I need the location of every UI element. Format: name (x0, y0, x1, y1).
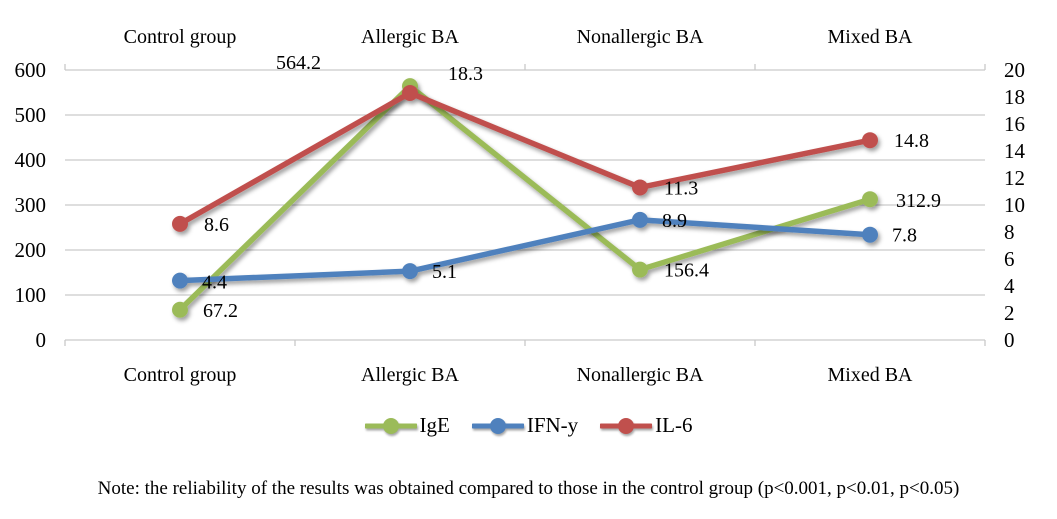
point-IL-6 (632, 179, 648, 196)
line-chart: 600500400300200100020181614121086420Cont… (15, 26, 1026, 386)
bottom-category-label: Mixed BA (828, 364, 914, 386)
legend-item-il6: IL-6 (600, 413, 693, 438)
left-axis-tick-label: 100 (15, 283, 47, 307)
top-category-label: Control group (124, 26, 237, 48)
series-IgE (172, 78, 878, 318)
line-IL-6 (177, 90, 873, 227)
right-axis-tick-label: 10 (1004, 193, 1025, 217)
top-category-label: Mixed BA (828, 26, 914, 48)
right-axis-tick-label: 4 (1004, 274, 1015, 298)
right-axis-tick-label: 6 (1004, 247, 1015, 271)
right-axis-tick-label: 12 (1004, 166, 1025, 190)
series-IL-6 (172, 84, 878, 232)
data-label-IgE: 156.4 (664, 260, 709, 282)
legend-label-ifn: IFN-y (526, 413, 579, 437)
legend-item-ifn: IFN-y (471, 413, 579, 438)
data-label-IL-6: 11.3 (664, 177, 698, 199)
left-axis-tick-label: 400 (15, 148, 47, 172)
data-label-IgE: 312.9 (896, 190, 941, 212)
chart-legend: IgE IFN-y IL-6 (0, 413, 1057, 438)
right-axis-tick-label: 16 (1004, 112, 1025, 136)
top-category-label: Nonallergic BA (577, 26, 704, 48)
right-axis-tick-label: 14 (1004, 139, 1026, 163)
bottom-category-label: Control group (124, 364, 237, 386)
point-IL-6 (862, 132, 878, 149)
left-axis-tick-label: 500 (15, 103, 47, 127)
point-IgE (172, 301, 188, 318)
left-axis-tick-label: 600 (15, 58, 47, 82)
data-label-IFN-y: 7.8 (892, 225, 917, 247)
right-axis-tick-label: 0 (1004, 328, 1015, 352)
right-axis-tick-label: 8 (1004, 220, 1015, 244)
bottom-category-label: Allergic BA (361, 364, 460, 386)
data-label-IL-6: 18.3 (448, 63, 483, 85)
note-text: Note: the reliability of the results was… (97, 478, 960, 499)
data-label-IFN-y: 8.9 (662, 210, 687, 232)
point-IFN-y (402, 263, 418, 280)
data-label-IL-6: 14.8 (894, 130, 929, 152)
point-IFN-y (632, 211, 648, 228)
point-IFN-y (862, 226, 878, 243)
left-axis-tick-label: 0 (36, 328, 47, 352)
point-IgE (632, 261, 648, 278)
legend-marker-ige-icon (364, 417, 417, 434)
series-IFN-y (172, 211, 878, 289)
data-label-IFN-y: 4.4 (202, 272, 227, 294)
data-label-IgE: 564.2 (276, 52, 321, 74)
left-axis-tick-label: 300 (15, 193, 47, 217)
legend-label-ige: IgE (419, 413, 450, 437)
top-category-label: Allergic BA (361, 26, 460, 48)
data-label-IL-6: 8.6 (204, 214, 229, 236)
point-IgE (862, 191, 878, 208)
point-IFN-y (172, 272, 188, 289)
left-axis-tick-label: 200 (15, 238, 47, 262)
legend-marker-ifn-icon (471, 417, 524, 434)
right-axis-tick-label: 20 (1004, 58, 1025, 82)
line-IFN-y (177, 217, 873, 284)
line-IgE (177, 83, 873, 313)
data-label-IFN-y: 5.1 (432, 261, 457, 283)
legend-label-il6: IL-6 (655, 413, 693, 437)
right-axis-tick-label: 18 (1004, 85, 1025, 109)
point-IL-6 (402, 84, 418, 101)
bottom-category-label: Nonallergic BA (577, 364, 704, 386)
data-label-IgE: 67.2 (203, 300, 238, 322)
right-axis-tick-label: 2 (1004, 301, 1015, 325)
legend-marker-il6-icon (600, 417, 653, 434)
legend-item-ige: IgE (364, 413, 450, 438)
point-IL-6 (172, 215, 188, 232)
